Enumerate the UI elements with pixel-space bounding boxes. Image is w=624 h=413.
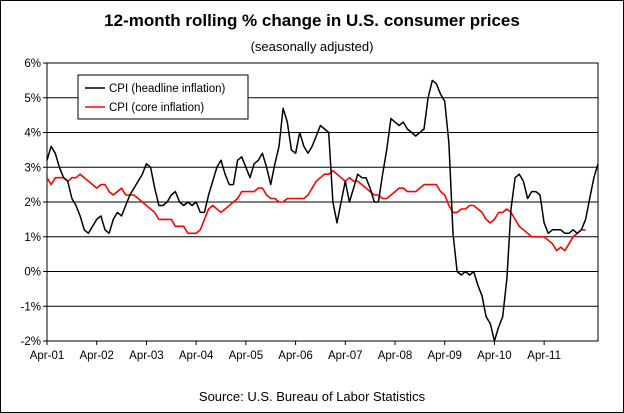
- x-tick-label: Apr-03: [129, 350, 164, 362]
- y-tick-label: 4%: [24, 128, 41, 140]
- x-tick-label: Apr-09: [427, 350, 462, 362]
- y-tick-label: -2%: [21, 336, 41, 348]
- y-tick-label: 6%: [24, 58, 41, 70]
- x-tick-label: Apr-01: [30, 350, 65, 362]
- plot-area-border: [46, 62, 599, 342]
- y-tick-label: 3%: [24, 162, 41, 174]
- x-tick-label: Apr-05: [229, 350, 264, 362]
- legend-label: CPI (core inflation): [109, 102, 204, 114]
- chart-title: 12-month rolling % change in U.S. consum…: [104, 11, 520, 30]
- series-line-core: [46, 169, 586, 252]
- source-note: Source: U.S. Bureau of Labor Statistics: [198, 389, 426, 404]
- x-tick-label: Apr-06: [278, 350, 313, 362]
- legend-box: [77, 74, 249, 120]
- y-tick-label: 5%: [24, 93, 41, 105]
- x-tick-label: Apr-02: [79, 350, 114, 362]
- y-tick-label: 0%: [24, 267, 41, 279]
- chart-subtitle: (seasonally adjusted): [250, 39, 374, 54]
- y-tick-label: -1%: [21, 301, 41, 313]
- legend-label: CPI (headline inflation): [109, 83, 226, 95]
- x-tick-label: Apr-07: [328, 350, 363, 362]
- x-tick-label: Apr-10: [477, 350, 512, 362]
- x-tick-label: Apr-08: [378, 350, 413, 362]
- x-tick-label: Apr-04: [179, 350, 214, 362]
- series-line-headline: [46, 79, 599, 342]
- y-tick-label: 2%: [24, 197, 41, 209]
- y-tick-label: 1%: [24, 232, 41, 244]
- x-tick-label: Apr-11: [527, 350, 561, 362]
